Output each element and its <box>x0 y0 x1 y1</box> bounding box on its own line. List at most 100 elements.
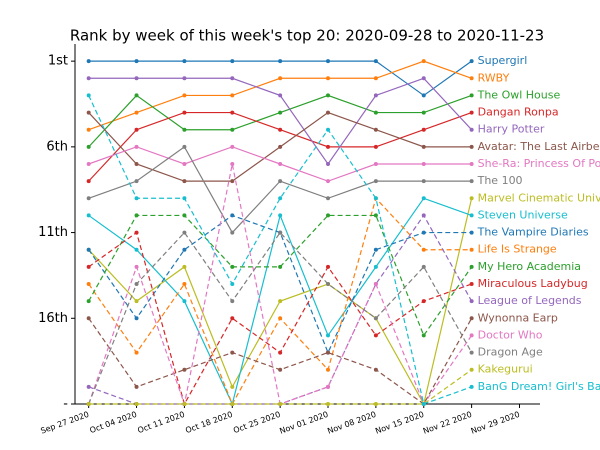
legend-label: Avatar: The Last Airbender <box>478 140 600 153</box>
point <box>278 299 283 304</box>
point <box>421 299 426 304</box>
point <box>86 384 91 389</box>
legend-label: Kakegurui <box>478 363 533 376</box>
point <box>182 367 187 372</box>
point <box>421 76 426 81</box>
x-tick-label: Nov 22 2020 <box>422 410 473 436</box>
legend-label: Dragon Age <box>478 346 543 359</box>
legend-label: Life Is Strange <box>478 243 557 256</box>
point <box>182 282 187 286</box>
point <box>326 333 331 338</box>
point <box>182 213 187 218</box>
series-line <box>88 77 473 166</box>
point <box>86 162 91 166</box>
legend-label: The Vampire Diaries <box>477 226 589 239</box>
point <box>230 213 235 218</box>
point <box>230 59 235 64</box>
y-tick-label: 6th <box>46 139 68 154</box>
point <box>134 213 139 218</box>
point <box>134 59 139 64</box>
point <box>86 59 91 64</box>
point <box>326 367 331 372</box>
point <box>421 264 426 269</box>
point <box>373 316 378 321</box>
point <box>278 196 283 201</box>
x-tick-label: Oct 11 2020 <box>136 410 186 435</box>
point <box>326 179 331 184</box>
y-tick-label: 16th <box>38 311 68 326</box>
legend-label: My Hero Academia <box>478 260 581 273</box>
point <box>326 76 331 81</box>
point <box>373 76 378 81</box>
legend-label: Harry Potter <box>478 123 545 136</box>
series-line <box>88 214 473 405</box>
point <box>86 93 91 98</box>
point <box>86 282 91 286</box>
point <box>278 350 283 355</box>
point <box>230 264 235 269</box>
point <box>86 144 91 149</box>
point <box>86 299 91 304</box>
point <box>134 110 139 115</box>
point <box>421 333 426 338</box>
point <box>469 59 474 64</box>
point <box>86 76 91 81</box>
point <box>278 110 283 115</box>
point <box>230 282 235 286</box>
point <box>86 402 91 406</box>
point <box>182 76 187 81</box>
x-tick-label: Oct 25 2020 <box>232 410 282 435</box>
point <box>134 162 139 166</box>
point <box>230 299 235 304</box>
point <box>230 179 235 184</box>
point <box>182 110 187 115</box>
series-line <box>88 145 472 234</box>
point <box>182 127 187 132</box>
point <box>278 162 283 166</box>
point <box>326 384 331 389</box>
point <box>421 247 426 252</box>
point <box>182 264 187 269</box>
point <box>134 247 139 252</box>
point <box>469 333 474 338</box>
point <box>326 127 331 132</box>
point <box>230 350 235 355</box>
point <box>278 213 283 218</box>
point <box>134 264 139 269</box>
point <box>326 93 331 98</box>
point <box>421 179 426 184</box>
point <box>326 144 331 149</box>
point <box>134 402 139 406</box>
point <box>230 127 235 132</box>
point <box>373 93 378 98</box>
point <box>278 264 283 269</box>
point <box>326 196 331 201</box>
point <box>86 316 91 321</box>
point <box>421 230 426 235</box>
x-tick-label: Nov 08 2020 <box>326 410 377 436</box>
point <box>421 93 426 98</box>
point <box>230 316 235 321</box>
point <box>182 179 187 184</box>
point <box>134 179 139 184</box>
point <box>182 196 187 201</box>
point <box>326 282 331 286</box>
point <box>278 93 283 98</box>
legend-label: Doctor Who <box>478 328 543 341</box>
point <box>469 316 474 321</box>
point <box>469 144 474 149</box>
point <box>469 76 474 81</box>
point <box>469 247 474 252</box>
point <box>278 76 283 81</box>
point <box>421 196 426 201</box>
point <box>230 402 235 406</box>
point <box>230 230 235 235</box>
point <box>421 213 426 218</box>
point <box>373 162 378 166</box>
point <box>469 110 474 115</box>
point <box>469 162 474 166</box>
point <box>373 59 378 64</box>
y-tick-label: - <box>63 397 68 412</box>
point <box>469 299 474 304</box>
